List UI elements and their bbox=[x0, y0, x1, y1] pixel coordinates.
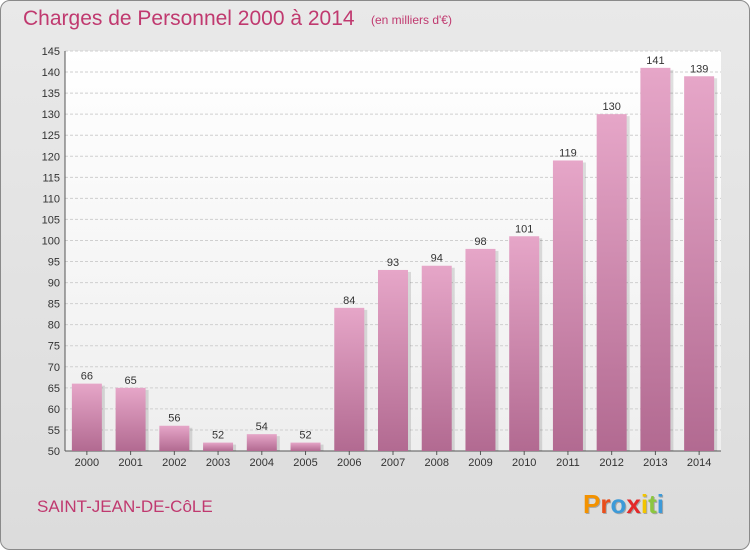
y-tick-label: 85 bbox=[48, 299, 60, 311]
bar-2002 bbox=[159, 425, 190, 451]
x-tick-label: 2005 bbox=[293, 457, 317, 469]
bar-2011 bbox=[552, 160, 583, 451]
data-label: 130 bbox=[602, 101, 620, 113]
chart-title: Charges de Personnel 2000 à 2014 bbox=[23, 7, 355, 30]
y-tick-label: 75 bbox=[48, 341, 60, 353]
bar-2000 bbox=[71, 383, 102, 451]
y-tick-label: 145 bbox=[42, 46, 60, 58]
bar-2001 bbox=[115, 387, 146, 451]
bar-2010 bbox=[509, 236, 540, 451]
data-label: 93 bbox=[387, 257, 399, 269]
y-tick-label: 130 bbox=[42, 109, 60, 121]
data-label: 65 bbox=[124, 375, 136, 387]
logo-letter: i bbox=[656, 489, 664, 519]
bar-2005 bbox=[290, 442, 321, 451]
bar-2012 bbox=[596, 114, 627, 451]
y-tick-label: 65 bbox=[48, 383, 60, 395]
bar-2013 bbox=[640, 67, 671, 451]
logo-letter: o bbox=[610, 489, 627, 519]
y-tick-label: 140 bbox=[42, 67, 60, 79]
bar-2009 bbox=[465, 248, 496, 451]
bar-2003 bbox=[203, 442, 234, 451]
y-tick-label: 55 bbox=[48, 425, 60, 437]
bar-2014 bbox=[684, 76, 715, 452]
logo-letter: x bbox=[626, 489, 641, 519]
chart-subtitle: (en milliers d'€) bbox=[371, 13, 452, 27]
y-tick-label: 105 bbox=[42, 214, 60, 226]
x-tick-label: 2000 bbox=[75, 457, 99, 469]
commune-name: SAINT-JEAN-DE-CôLE bbox=[37, 497, 213, 516]
y-tick-label: 60 bbox=[48, 404, 60, 416]
bar-2004 bbox=[246, 434, 277, 451]
x-tick-label: 2013 bbox=[643, 457, 667, 469]
logo-letter: P bbox=[583, 489, 601, 519]
y-tick-label: 120 bbox=[42, 151, 60, 163]
y-tick-label: 110 bbox=[42, 193, 60, 205]
y-tick-label: 115 bbox=[42, 172, 60, 184]
y-tick-label: 50 bbox=[48, 446, 60, 458]
bar-2008 bbox=[421, 265, 452, 451]
data-label: 84 bbox=[343, 295, 355, 307]
logo-letter: i bbox=[640, 489, 649, 519]
y-tick-label: 70 bbox=[48, 362, 60, 374]
data-label: 54 bbox=[256, 421, 268, 433]
x-tick-label: 2008 bbox=[424, 457, 448, 469]
y-tick-label: 95 bbox=[48, 257, 60, 269]
x-tick-label: 2011 bbox=[556, 457, 580, 469]
data-label: 101 bbox=[515, 223, 533, 235]
data-label: 141 bbox=[646, 55, 664, 67]
x-tick-label: 2010 bbox=[512, 457, 536, 469]
data-label: 139 bbox=[690, 63, 708, 75]
bar-2007 bbox=[378, 269, 408, 451]
data-label: 52 bbox=[299, 430, 311, 442]
bar-2006 bbox=[334, 307, 365, 451]
x-tick-label: 2003 bbox=[206, 457, 230, 469]
data-label: 98 bbox=[474, 236, 486, 248]
data-label: 66 bbox=[81, 371, 93, 383]
y-tick-label: 135 bbox=[42, 88, 60, 100]
x-tick-label: 2004 bbox=[250, 457, 274, 469]
logo-letter: t bbox=[648, 489, 657, 519]
x-tick-label: 2009 bbox=[468, 457, 492, 469]
x-tick-label: 2006 bbox=[337, 457, 361, 469]
data-label: 52 bbox=[212, 430, 224, 442]
x-tick-label: 2007 bbox=[381, 457, 405, 469]
data-label: 119 bbox=[559, 147, 577, 159]
x-tick-label: 2014 bbox=[687, 457, 711, 469]
y-tick-label: 125 bbox=[42, 130, 60, 142]
x-tick-label: 2012 bbox=[599, 457, 623, 469]
y-tick-label: 90 bbox=[48, 278, 60, 290]
y-tick-label: 80 bbox=[48, 320, 60, 332]
data-label: 56 bbox=[168, 413, 180, 425]
proxiti-logo: Proxiti bbox=[583, 489, 664, 520]
y-tick-label: 100 bbox=[42, 235, 60, 247]
logo-letter: r bbox=[600, 489, 611, 519]
data-label: 94 bbox=[431, 253, 443, 265]
x-tick-label: 2002 bbox=[162, 457, 186, 469]
x-tick-label: 2001 bbox=[118, 457, 142, 469]
